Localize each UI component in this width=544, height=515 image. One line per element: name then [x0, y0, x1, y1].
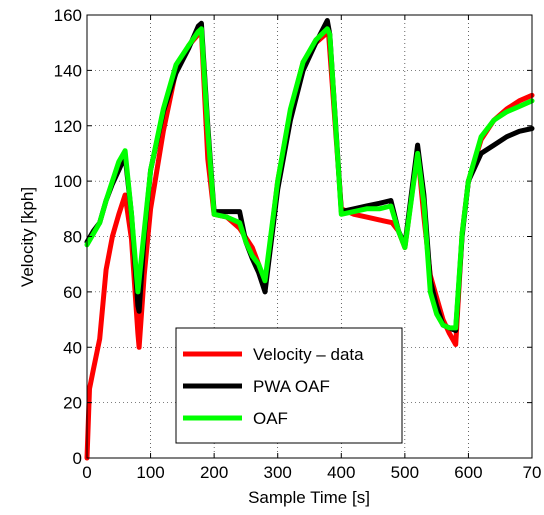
y-tick-label: 140 [54, 61, 82, 80]
y-tick-label: 0 [73, 449, 82, 468]
x-tick-label: 500 [391, 463, 419, 482]
x-axis-label: Sample Time [s] [248, 488, 370, 507]
y-tick-label: 60 [63, 283, 82, 302]
x-tick-labels: 0 100 200 300 400 500 600 70 [82, 463, 541, 482]
x-tick-label: 0 [82, 463, 91, 482]
x-tick-label: 200 [200, 463, 228, 482]
series-lines [84, 18, 535, 461]
series-line-3 [84, 26, 535, 331]
x-tick-label: 70 [523, 463, 542, 482]
legend-label: Velocity – data [253, 345, 364, 364]
y-tick-labels: 0 20 40 60 80 100 120 140 160 [54, 6, 82, 468]
y-tick-label: 80 [63, 228, 82, 247]
legend-label: OAF [253, 409, 288, 428]
legend: Velocity – data PWA OAF OAF [175, 327, 403, 444]
y-tick-label: 120 [54, 117, 82, 136]
x-tick-label: 600 [454, 463, 482, 482]
y-axis-label: Velocity [kph] [18, 187, 37, 287]
legend-label: PWA OAF [253, 377, 330, 396]
y-tick-label: 100 [54, 172, 82, 191]
axis-ticks [86, 14, 533, 459]
x-tick-label: 100 [136, 463, 164, 482]
y-tick-label: 40 [63, 338, 82, 357]
y-tick-label: 20 [63, 394, 82, 413]
y-tick-label: 160 [54, 6, 82, 25]
x-tick-label: 300 [264, 463, 292, 482]
x-tick-label: 400 [327, 463, 355, 482]
